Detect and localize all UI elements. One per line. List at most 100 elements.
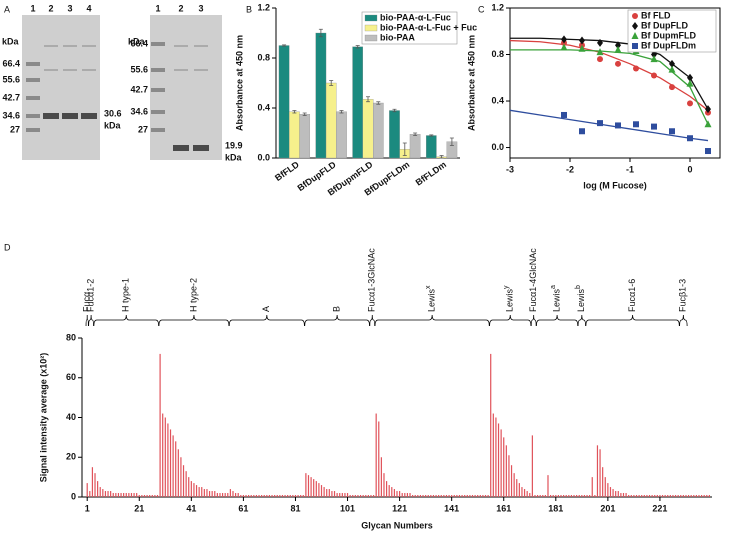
bar bbox=[542, 495, 544, 497]
bar bbox=[271, 495, 273, 497]
bar bbox=[214, 491, 216, 497]
bar bbox=[539, 495, 541, 497]
bar bbox=[609, 487, 612, 497]
lane-label: 2 bbox=[48, 3, 53, 13]
bar bbox=[195, 485, 198, 497]
bar bbox=[518, 483, 520, 497]
y-tick-label: 40 bbox=[66, 412, 76, 422]
protein-band bbox=[173, 145, 189, 151]
bar bbox=[399, 491, 401, 497]
faint-band bbox=[63, 45, 77, 47]
bar bbox=[448, 495, 450, 497]
group-bracket bbox=[536, 314, 579, 327]
bar bbox=[138, 495, 140, 497]
y-axis-title: Absorbance at 450 nm bbox=[466, 35, 476, 131]
bar bbox=[370, 495, 372, 497]
x-tick-label: 141 bbox=[444, 503, 459, 513]
point bbox=[597, 38, 603, 47]
bar bbox=[604, 477, 606, 497]
ladder-band bbox=[151, 88, 165, 92]
bar bbox=[297, 495, 299, 497]
bar bbox=[383, 473, 385, 497]
bar bbox=[706, 495, 708, 497]
bar bbox=[182, 465, 185, 497]
bar bbox=[341, 493, 343, 497]
bar bbox=[375, 413, 377, 497]
bar bbox=[362, 495, 364, 497]
panel-label: A bbox=[4, 4, 10, 14]
protein-band bbox=[43, 113, 59, 119]
bar bbox=[190, 481, 192, 497]
x-tick-label: 41 bbox=[186, 503, 196, 513]
x-tick-label: 121 bbox=[392, 503, 407, 513]
group-label: A bbox=[261, 306, 271, 312]
y-tick-label: 0 bbox=[71, 491, 76, 501]
bar bbox=[305, 473, 307, 497]
bar bbox=[417, 495, 419, 497]
error-bar bbox=[439, 155, 444, 159]
bar bbox=[547, 475, 549, 497]
bar bbox=[612, 489, 614, 497]
x-tick-label: -3 bbox=[506, 164, 514, 174]
bar bbox=[276, 495, 278, 497]
bar bbox=[156, 495, 159, 497]
error-bar bbox=[339, 110, 344, 114]
bar bbox=[367, 495, 369, 497]
bar bbox=[669, 495, 671, 497]
faint-band bbox=[82, 69, 96, 71]
group-label-sup: x bbox=[425, 285, 432, 289]
point bbox=[579, 36, 585, 45]
x-tick-label: 1 bbox=[85, 503, 90, 513]
point bbox=[615, 41, 621, 50]
bar bbox=[357, 495, 359, 497]
bar bbox=[461, 495, 463, 497]
ladder-band bbox=[26, 96, 40, 100]
band-size: 19.9 bbox=[225, 140, 243, 150]
bar bbox=[414, 495, 416, 497]
point bbox=[632, 43, 638, 49]
bar bbox=[344, 493, 346, 497]
point bbox=[686, 79, 694, 87]
bar bbox=[107, 491, 109, 497]
error-bar bbox=[292, 110, 297, 114]
bar bbox=[133, 493, 135, 497]
bar bbox=[563, 495, 565, 497]
bar bbox=[700, 495, 703, 497]
bar bbox=[289, 111, 300, 159]
bar bbox=[602, 467, 604, 497]
legend-label: Bf DupFLDm bbox=[641, 40, 696, 50]
bar bbox=[648, 495, 651, 497]
fit-curve bbox=[510, 37, 709, 110]
bar bbox=[99, 487, 101, 497]
bar bbox=[607, 483, 609, 497]
bar bbox=[625, 493, 627, 497]
bar bbox=[250, 495, 252, 497]
bar bbox=[583, 495, 586, 497]
bar bbox=[419, 495, 422, 497]
bar bbox=[630, 495, 632, 497]
error-bar bbox=[402, 142, 407, 156]
bar bbox=[656, 495, 658, 497]
bar bbox=[474, 495, 476, 497]
bar bbox=[154, 495, 156, 497]
bar bbox=[646, 495, 648, 497]
bar bbox=[292, 495, 294, 497]
bar bbox=[328, 489, 330, 497]
lane-label: 3 bbox=[67, 3, 72, 13]
lane-label: 2 bbox=[178, 3, 183, 13]
bar bbox=[185, 471, 187, 497]
bar bbox=[206, 489, 208, 497]
bar bbox=[326, 489, 328, 497]
y-tick-label: 80 bbox=[66, 332, 76, 342]
bar bbox=[365, 495, 367, 497]
point bbox=[651, 72, 657, 79]
bar bbox=[635, 495, 638, 497]
bar bbox=[120, 493, 122, 497]
bar bbox=[469, 495, 471, 497]
bar bbox=[690, 495, 692, 497]
bar bbox=[628, 495, 630, 497]
bar bbox=[529, 493, 531, 497]
ladder-band bbox=[26, 128, 40, 132]
group-bracket bbox=[228, 314, 305, 327]
